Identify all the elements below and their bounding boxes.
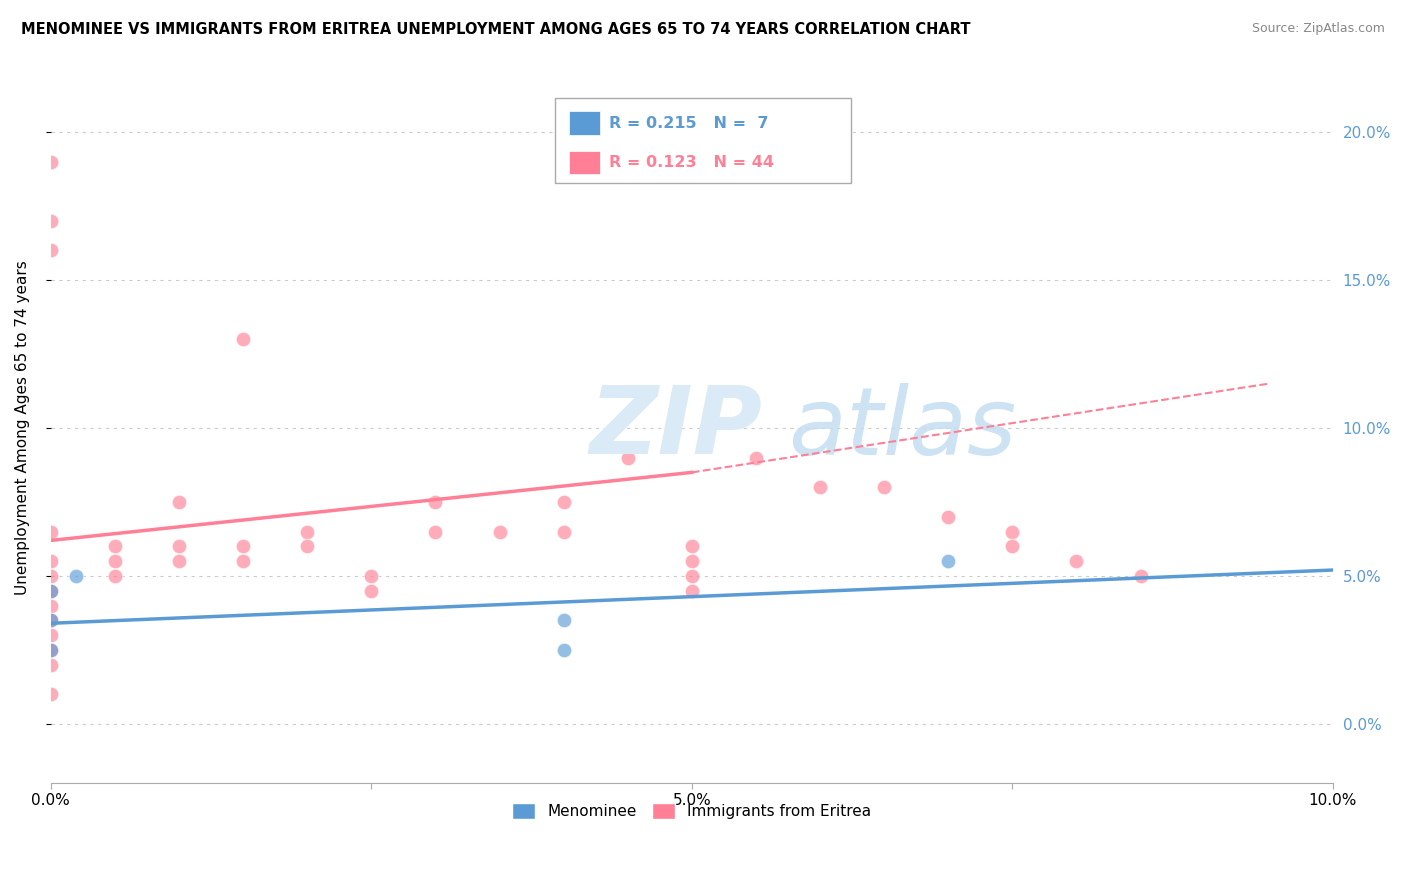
Point bbox=[553, 643, 575, 657]
Text: Source: ZipAtlas.com: Source: ZipAtlas.com bbox=[1251, 22, 1385, 36]
Point bbox=[104, 569, 127, 583]
Point bbox=[616, 450, 638, 465]
Point bbox=[39, 569, 62, 583]
Point bbox=[873, 480, 896, 494]
Text: R = 0.123   N = 44: R = 0.123 N = 44 bbox=[609, 155, 773, 169]
Point bbox=[39, 643, 62, 657]
Point bbox=[39, 154, 62, 169]
Point bbox=[39, 554, 62, 568]
Point bbox=[553, 613, 575, 627]
Point bbox=[167, 495, 190, 509]
Point bbox=[39, 244, 62, 258]
Point bbox=[232, 540, 254, 554]
Point bbox=[39, 613, 62, 627]
Point bbox=[39, 583, 62, 598]
Point bbox=[39, 599, 62, 613]
Point bbox=[1001, 524, 1024, 539]
Point bbox=[65, 569, 87, 583]
Point bbox=[39, 687, 62, 701]
Point bbox=[39, 613, 62, 627]
Point bbox=[297, 540, 319, 554]
Point bbox=[39, 657, 62, 672]
Point bbox=[425, 495, 447, 509]
Y-axis label: Unemployment Among Ages 65 to 74 years: Unemployment Among Ages 65 to 74 years bbox=[15, 260, 30, 595]
Point bbox=[39, 214, 62, 228]
Text: atlas: atlas bbox=[787, 383, 1017, 474]
Point bbox=[553, 524, 575, 539]
Point bbox=[808, 480, 831, 494]
Point bbox=[1001, 540, 1024, 554]
Point bbox=[488, 524, 510, 539]
Point bbox=[745, 450, 768, 465]
Point bbox=[360, 583, 382, 598]
Point bbox=[232, 554, 254, 568]
Point bbox=[425, 524, 447, 539]
Point bbox=[681, 569, 703, 583]
Point bbox=[1129, 569, 1152, 583]
Point bbox=[681, 554, 703, 568]
Point bbox=[360, 569, 382, 583]
Point bbox=[39, 583, 62, 598]
Text: R = 0.215   N =  7: R = 0.215 N = 7 bbox=[609, 116, 768, 130]
Point bbox=[167, 540, 190, 554]
Point bbox=[39, 628, 62, 642]
Point bbox=[936, 554, 959, 568]
Point bbox=[553, 495, 575, 509]
Point bbox=[681, 540, 703, 554]
Text: ZIP: ZIP bbox=[589, 382, 762, 474]
Point bbox=[104, 540, 127, 554]
Legend: Menominee, Immigrants from Eritrea: Menominee, Immigrants from Eritrea bbox=[506, 797, 877, 825]
Point bbox=[297, 524, 319, 539]
Point bbox=[1066, 554, 1088, 568]
Point bbox=[39, 643, 62, 657]
Point bbox=[167, 554, 190, 568]
Point bbox=[936, 509, 959, 524]
Point bbox=[104, 554, 127, 568]
Text: MENOMINEE VS IMMIGRANTS FROM ERITREA UNEMPLOYMENT AMONG AGES 65 TO 74 YEARS CORR: MENOMINEE VS IMMIGRANTS FROM ERITREA UNE… bbox=[21, 22, 970, 37]
Point bbox=[232, 332, 254, 346]
Point bbox=[39, 524, 62, 539]
Point bbox=[681, 583, 703, 598]
